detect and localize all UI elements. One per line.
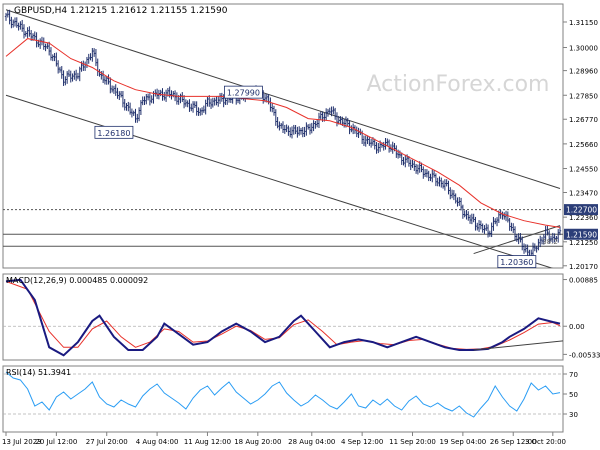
time-tick-label: 28 Aug 04:00: [288, 438, 335, 446]
time-tick-label: 3 Oct 20:00: [525, 438, 566, 446]
macd-tick-label: 0.00: [569, 323, 585, 331]
watermark: ActionForex.com: [367, 72, 550, 97]
price-tick-label: 1.27850: [569, 92, 598, 100]
time-tick-label: 11 Sep 20:00: [389, 438, 436, 446]
rsi-tick-label: 50: [569, 391, 578, 399]
macd-divergence-line: [473, 340, 563, 351]
price-plot: [3, 9, 563, 268]
macd-plot: [3, 278, 563, 357]
level-callout-1.27990: 1.27990: [224, 85, 263, 99]
rsi-plot: [3, 371, 563, 418]
channel-upper-line: [5, 9, 561, 189]
time-tick-label: 18 Aug 20:00: [234, 438, 281, 446]
price-tick-label: 1.31150: [569, 19, 598, 27]
price-level-box-text: 1.21590: [566, 230, 597, 239]
price-level-box-text: 1.22700: [566, 206, 597, 215]
price-level-box: [564, 204, 598, 216]
price-panel-frame: [2, 3, 564, 269]
rsi-tick-label: 70: [569, 371, 578, 379]
time-tick-label: 11 Aug 12:00: [184, 438, 231, 446]
level-callout-1.20360: 1.20360: [497, 255, 537, 268]
price-tick-label: 1.26770: [569, 116, 598, 124]
rsi-panel-frame: [2, 365, 564, 433]
level-callout-text: 1.27990: [227, 89, 260, 98]
macd-axis: 0.00885 0.00 -0.005334: [563, 277, 600, 359]
channel-lower-line: [5, 94, 554, 268]
macd-tick-label: -0.005334: [569, 351, 600, 359]
time-tick-label: 19 Sep 04:00: [440, 438, 487, 446]
level-callout-text: 1.20360: [500, 258, 533, 267]
rsi-tick-label: 30: [569, 411, 578, 419]
symbol-header: GBPUSD,H4 1.21215 1.21612 1.21155 1.2159…: [14, 6, 228, 16]
price-tick-label: 1.22360: [569, 214, 598, 222]
time-tick-label: 13 Jul 2023: [2, 438, 42, 446]
price-level-labels: 1.27990 1.26180 1.20360 38.2: [94, 85, 558, 268]
macd-panel-frame: [2, 273, 564, 361]
time-tick-label: 26 Sep 12:00: [490, 438, 537, 446]
rsi-axis: 70 50 30: [563, 371, 578, 419]
time-tick-label: 4 Sep 12:00: [341, 438, 383, 446]
price-tick-label: 1.23470: [569, 190, 598, 198]
moving-average-line: [5, 38, 561, 228]
level-callout-box: [497, 255, 537, 268]
macd-label: MACD(12,26,9) 0.000485 0.000092: [6, 276, 148, 285]
time-tick-label: 27 Jul 20:00: [86, 438, 128, 446]
macd-tick-label: 0.00885: [569, 277, 598, 285]
price-tick-label: 1.21250: [569, 239, 598, 247]
price-tick-label: 1.25660: [569, 141, 598, 149]
price-tick-label: 1.30000: [569, 45, 598, 53]
price-level-box: [564, 228, 598, 240]
level-callout-box: [224, 85, 263, 99]
level-callout-1.26180: 1.26180: [94, 125, 134, 139]
price-tick-label: 1.24550: [569, 166, 598, 174]
time-tick-label: 20 Jul 12:00: [35, 438, 77, 446]
rsi-line: [5, 371, 561, 418]
price-tick-label: 1.20170: [569, 263, 598, 271]
time-tick-label: 4 Aug 04:00: [136, 438, 179, 446]
level-callout-box: [94, 125, 134, 139]
level-callout-text: 1.26180: [97, 129, 130, 138]
fib-annotation: 38.2: [542, 238, 558, 246]
price-axis: 1.31150 1.30000 1.28960 1.27850 1.26770 1.256…: [563, 19, 598, 271]
price-tick-label: 1.28960: [569, 68, 598, 76]
rsi-label: RSI(14) 51.3941: [6, 368, 71, 377]
